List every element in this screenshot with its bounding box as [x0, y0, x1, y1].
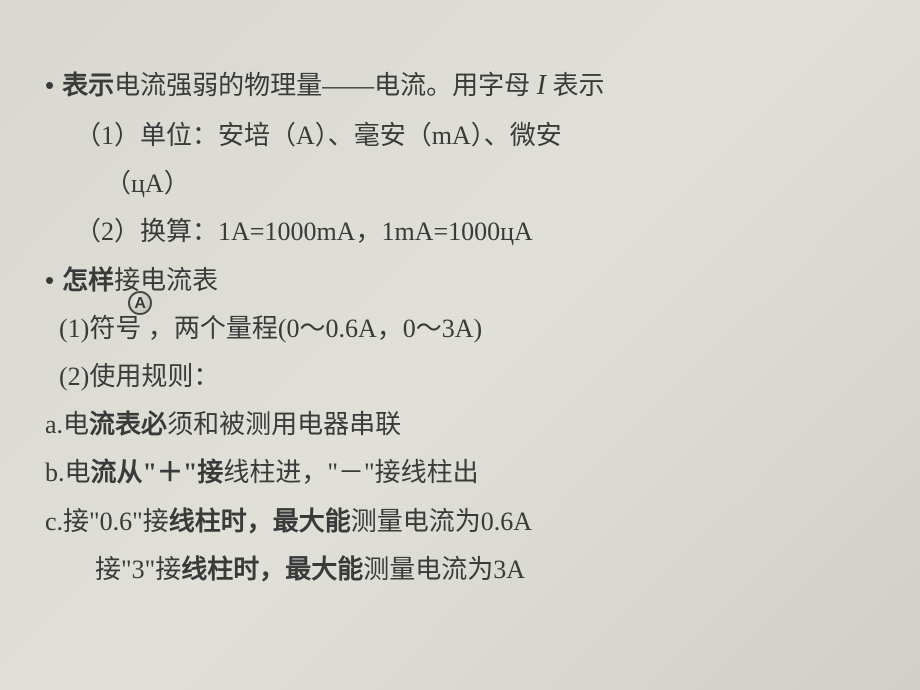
line-symbol-ranges: (1)符号 ，两个量程(0～0.6A，0～3A) [59, 305, 875, 353]
bullet-1-rest-b: 表示 [546, 71, 605, 100]
bullet-1-text: 表示电流强弱的物理量——电流。用字母 I 表示 [62, 60, 604, 112]
rule-c2-part1: 接"3"接 [95, 555, 181, 584]
rule-c1-part2: 线柱时，最大能 [169, 507, 351, 536]
rule-c1-part3: 测量电流为0.6A [351, 507, 532, 536]
rule-a: a.电流表必须和被测用电器串联 [45, 401, 875, 449]
bullet-2-rest: 接电流表 [114, 266, 218, 295]
bullet-item-2: • 怎样接电流表A [45, 256, 875, 305]
rule-a-part2: 流表必 [89, 410, 167, 439]
italic-symbol-i: I [537, 70, 546, 101]
rule-b-part3: 线柱进，"－"接线柱出 [223, 458, 478, 487]
rule-b: b.电流从"＋"接线柱进，"－"接线柱出 [45, 449, 875, 497]
rule-a-part3: 须和被测用电器串联 [167, 410, 401, 439]
slide-content: • 表示电流强弱的物理量——电流。用字母 I 表示 （1）单位：安培（A）、毫安… [45, 60, 875, 594]
bullet-item-1: • 表示电流强弱的物理量——电流。用字母 I 表示 [45, 60, 875, 112]
bullet-1-rest-a: 电流强弱的物理量——电流。用字母 [114, 71, 537, 100]
bullet-marker: • [45, 61, 54, 109]
rule-c1-part1: c.接"0.6"接 [45, 507, 169, 536]
bullet-1-bold: 表示 [62, 71, 114, 100]
line-rules-header: (2)使用规则： [59, 353, 875, 401]
rule-c-line2: 接"3"接线柱时，最大能测量电流为3A [95, 546, 875, 594]
bullet-marker: • [45, 256, 54, 304]
bullet-2-text: 怎样接电流表A [62, 257, 242, 305]
rule-c2-part3: 测量电流为3A [363, 555, 525, 584]
line-conversion: （2）换算：1A=1000mA，1mA=1000цA [75, 208, 875, 256]
rule-b-part1: b.电 [45, 458, 91, 487]
line-units-b: （цA） [105, 160, 875, 208]
rule-c-line1: c.接"0.6"接线柱时，最大能测量电流为0.6A [45, 498, 875, 546]
rule-c2-part2: 线柱时，最大能 [181, 555, 363, 584]
bullet-2-bold: 怎样 [62, 266, 114, 295]
rule-a-part1: a.电 [45, 410, 89, 439]
rule-b-part2: 流从"＋"接 [91, 458, 224, 487]
line-units-a: （1）单位：安培（A）、毫安（mA）、微安 [75, 112, 875, 160]
